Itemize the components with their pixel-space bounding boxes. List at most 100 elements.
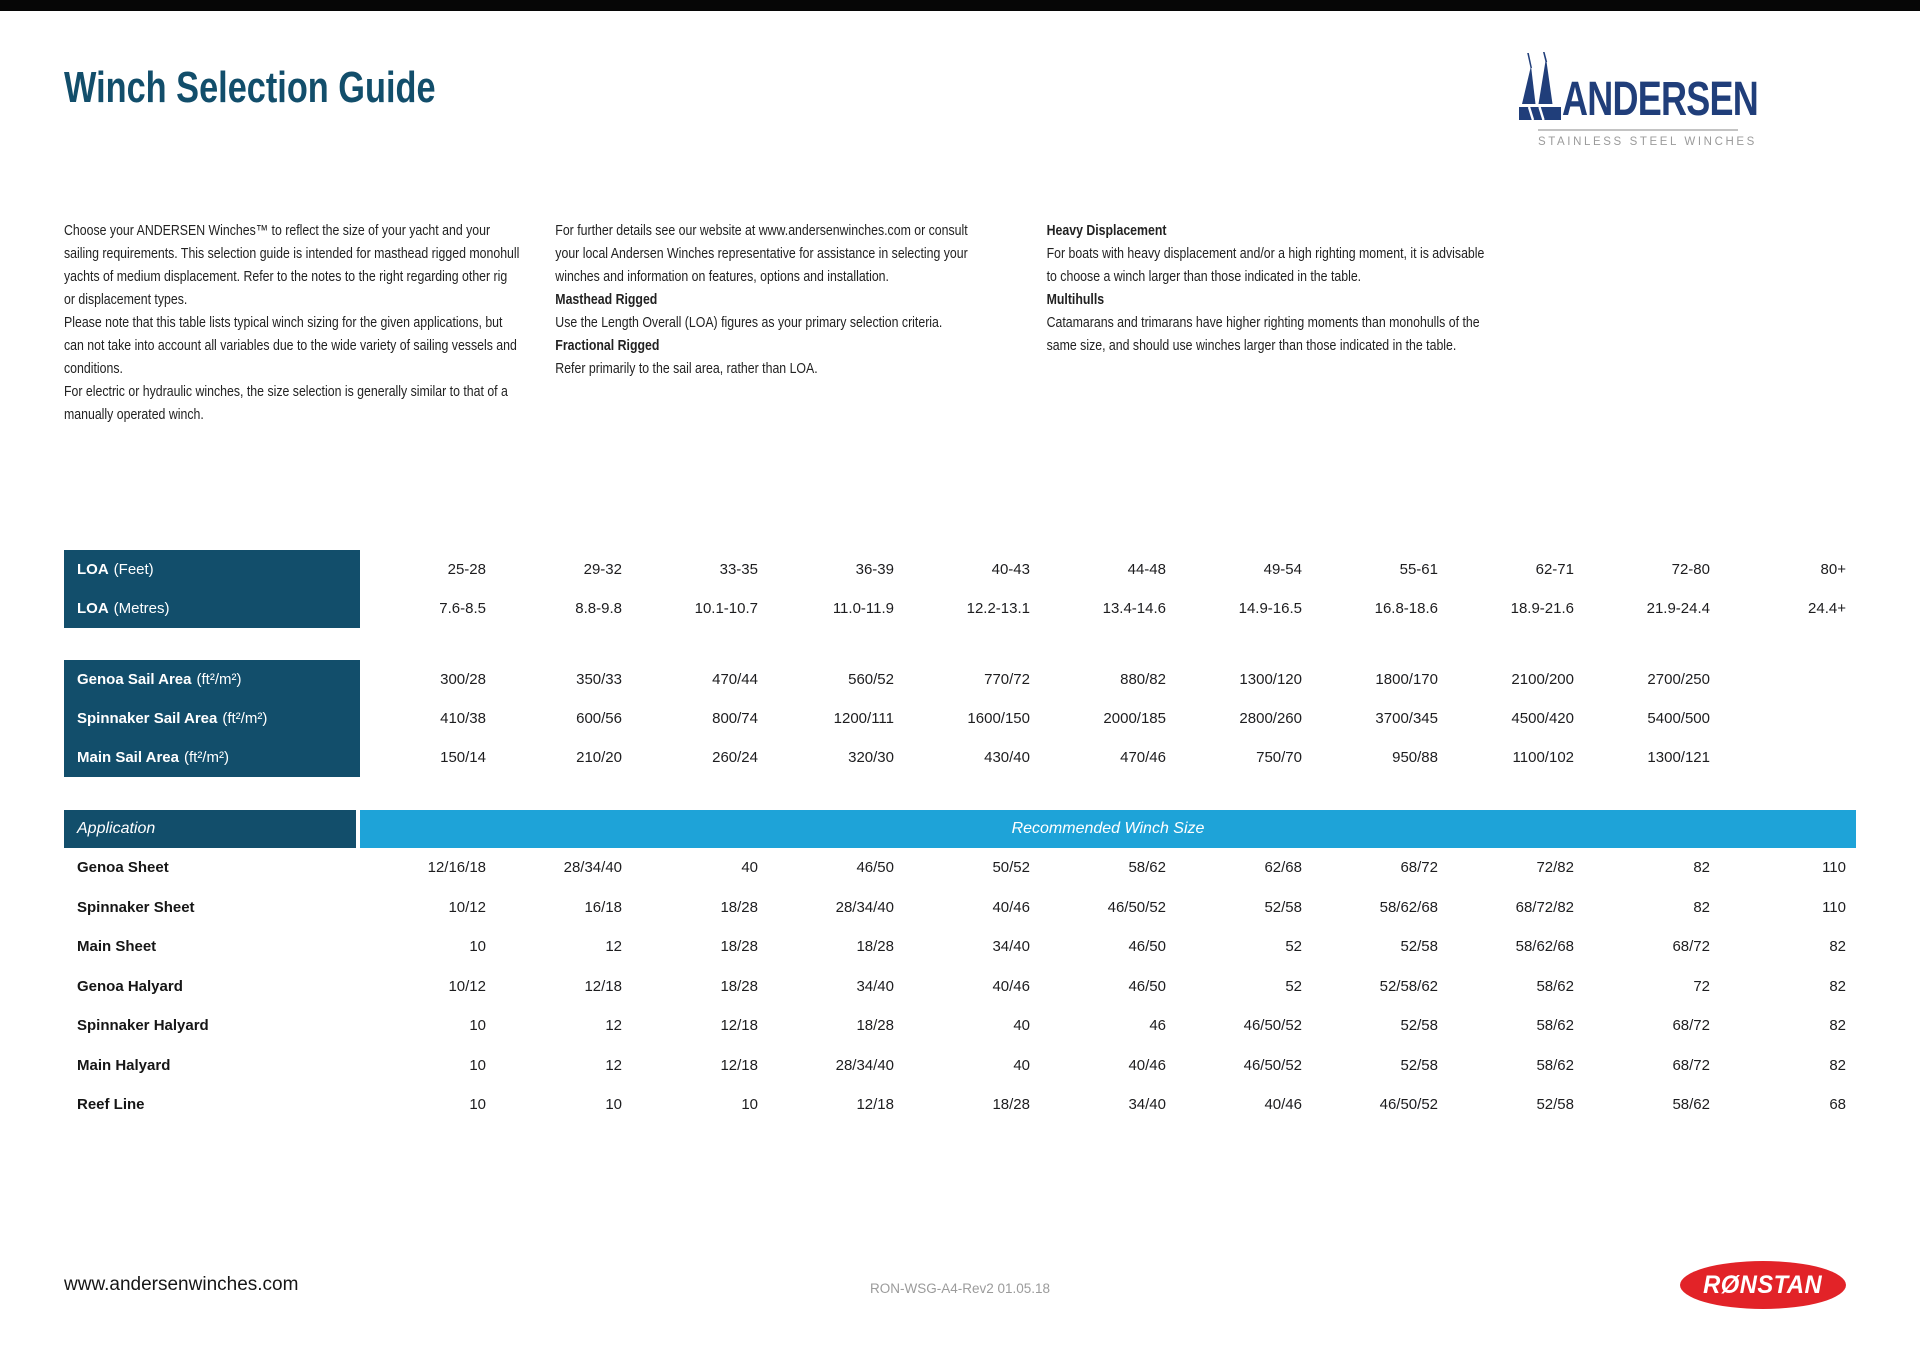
section-heading: Masthead Rigged [555,292,658,308]
value-cell: 110 [1822,859,1846,877]
value-cell: 40/46 [1128,1056,1166,1074]
value-cell: 1300/121 [1647,749,1710,766]
application-row: Genoa Halyard 10/12 12/18 18/28 34/40 40/46 46… [64,967,1856,1007]
value-cell: 2800/260 [1239,710,1302,727]
value-cell: 18/28 [720,898,758,916]
application-row: Genoa Sheet 12/16/18 28/34/40 40 46/50 50/52 5… [64,848,1856,888]
loa-row: LOA (Metres) 7.6-8.5 8.8-9.8 10.1-10.7 11.0-1… [64,589,1856,628]
value-cell: 52/58 [1536,1096,1574,1114]
value-cell: 5400/500 [1647,710,1710,727]
value-cell: 18/28 [856,1017,894,1035]
value-cell: 34/40 [992,938,1030,956]
application-table: Genoa Sheet 12/16/18 28/34/40 40 46/50 50/52 5… [64,848,1856,1125]
row-label: Main Sail Area (ft²/m²) [64,738,360,777]
top-bar [0,0,1920,11]
value-cell: 10.1-10.7 [694,600,758,617]
value-cell: 4500/420 [1511,710,1574,727]
value-cell: 18/28 [720,977,758,995]
value-cell: 12 [605,1017,622,1035]
value-cell: 10 [469,938,486,956]
row-label: Genoa Halyard [77,977,183,995]
row-label: LOA (Metres) [64,589,360,628]
row-label: Genoa Sheet [77,859,169,877]
application-row: Spinnaker Sheet 10/12 16/18 18/28 28/34/40 40… [64,888,1856,928]
value-cell: 40/46 [992,977,1030,995]
row-label: Spinnaker Sheet [77,898,195,916]
value-cell: 72/82 [1536,859,1574,877]
document-reference: RON-WSG-A4-Rev2 01.05.18 [869,1281,1051,1296]
intro-paragraph: Choose your ANDERSEN Winches™ to reflect… [64,223,520,308]
intro-paragraph: For electric or hydraulic winches, the s… [64,384,508,423]
row-label: Reef Line [77,1096,145,1114]
value-cell: 10/12 [448,898,486,916]
value-cell: 28/34/40 [835,1056,894,1074]
value-cell: 52 [1285,977,1302,995]
value-cell: 68/72 [1672,938,1710,956]
row-label: Genoa Sail Area (ft²/m²) [64,660,360,699]
sail-area-table: Genoa Sail Area (ft²/m²) 300/28 350/33 470/4… [64,660,1856,777]
value-cell: 52/58 [1264,898,1302,916]
value-cell: 750/70 [1256,749,1302,766]
value-cell: 300/28 [440,671,486,688]
value-cell: 80+ [1820,561,1846,578]
application-row: Main Sheet 10 12 18/28 18/28 34/40 46/50 52 52/5… [64,927,1856,967]
value-cell: 600/56 [576,710,622,727]
value-cell: 72 [1693,977,1710,995]
value-cell: 11.0-11.9 [832,600,894,617]
loa-row: LOA (Feet) 25-28 29-32 33-35 36-39 40-43 44-48 4… [64,550,1856,589]
value-cell: 12/18 [856,1096,894,1114]
value-cell: 58/62 [1536,977,1574,995]
value-cell: 12/16/18 [427,859,486,877]
brand-name: ANDERSEN [1562,72,1759,126]
value-cell: 470/46 [1120,749,1166,766]
value-cell: 430/40 [984,749,1030,766]
value-cell: 58/62/68 [1379,898,1438,916]
value-cell: 40/46 [992,898,1030,916]
value-cell: 68/72/82 [1515,898,1574,916]
value-cell: 110 [1822,898,1846,916]
row-label: Main Sheet [77,938,157,956]
value-cell: 10 [605,1096,622,1114]
value-cell: 52 [1285,938,1302,956]
value-cell: 10/12 [448,977,486,995]
value-cell: 82 [1693,898,1710,916]
sail-area-row: Genoa Sail Area (ft²/m²) 300/28 350/33 470/4… [64,660,1856,699]
value-cell: 62-71 [1535,561,1574,578]
value-cell: 58/62 [1128,859,1166,877]
section-body: Refer primarily to the sail area, rather… [555,361,818,377]
application-table-header: Application Recommended Winch Size [64,810,1856,848]
loa-table: LOA (Feet) 25-28 29-32 33-35 36-39 40-43 44-48 4… [64,550,1856,628]
value-cell: 14.9-16.5 [1238,600,1302,617]
application-row: Main Halyard 10 12 12/18 28/34/40 40 40/46 46/5… [64,1046,1856,1086]
value-cell: 1300/120 [1239,671,1302,688]
value-cell: 46/50/52 [1107,898,1166,916]
row-label: Spinnaker Halyard [77,1017,209,1035]
value-cell: 33-35 [719,561,758,578]
value-cell: 46/50/52 [1243,1056,1302,1074]
recommended-winch-size-bar: Recommended Winch Size [360,810,1856,848]
value-cell: 44-48 [1127,561,1166,578]
application-row: Spinnaker Halyard 10 12 12/18 18/28 40 46 46/50… [64,1006,1856,1046]
value-cell: 68/72 [1672,1056,1710,1074]
value-cell: 210/20 [576,749,622,766]
value-cell: 10 [469,1096,486,1114]
intro-column-2: For further details see our website at w… [555,220,992,427]
value-cell: 46/50/52 [1243,1017,1302,1035]
value-cell: 58/62/68 [1515,938,1574,956]
value-cell: 7.6-8.5 [439,600,486,617]
value-cell: 46/50 [1128,977,1166,995]
andersen-logo-row: ANDERSEN [1518,48,1759,123]
value-cell: 49-54 [1263,561,1302,578]
value-cell: 320/30 [848,749,894,766]
application-row: Reef Line 10 10 10 12/18 18/28 34/40 40/46 46/50… [64,1085,1856,1125]
value-cell: 28/34/40 [835,898,894,916]
value-cell: 34/40 [856,977,894,995]
value-cell: 58/62 [1536,1056,1574,1074]
value-cell: 72-80 [1671,561,1710,578]
value-cell: 34/40 [1128,1096,1166,1114]
value-cell: 82 [1829,938,1846,956]
value-cell: 150/14 [440,749,486,766]
value-cell: 12/18 [720,1017,758,1035]
value-cell: 16/18 [584,898,622,916]
website-link[interactable]: www.andersenwinches.com [64,1274,299,1295]
